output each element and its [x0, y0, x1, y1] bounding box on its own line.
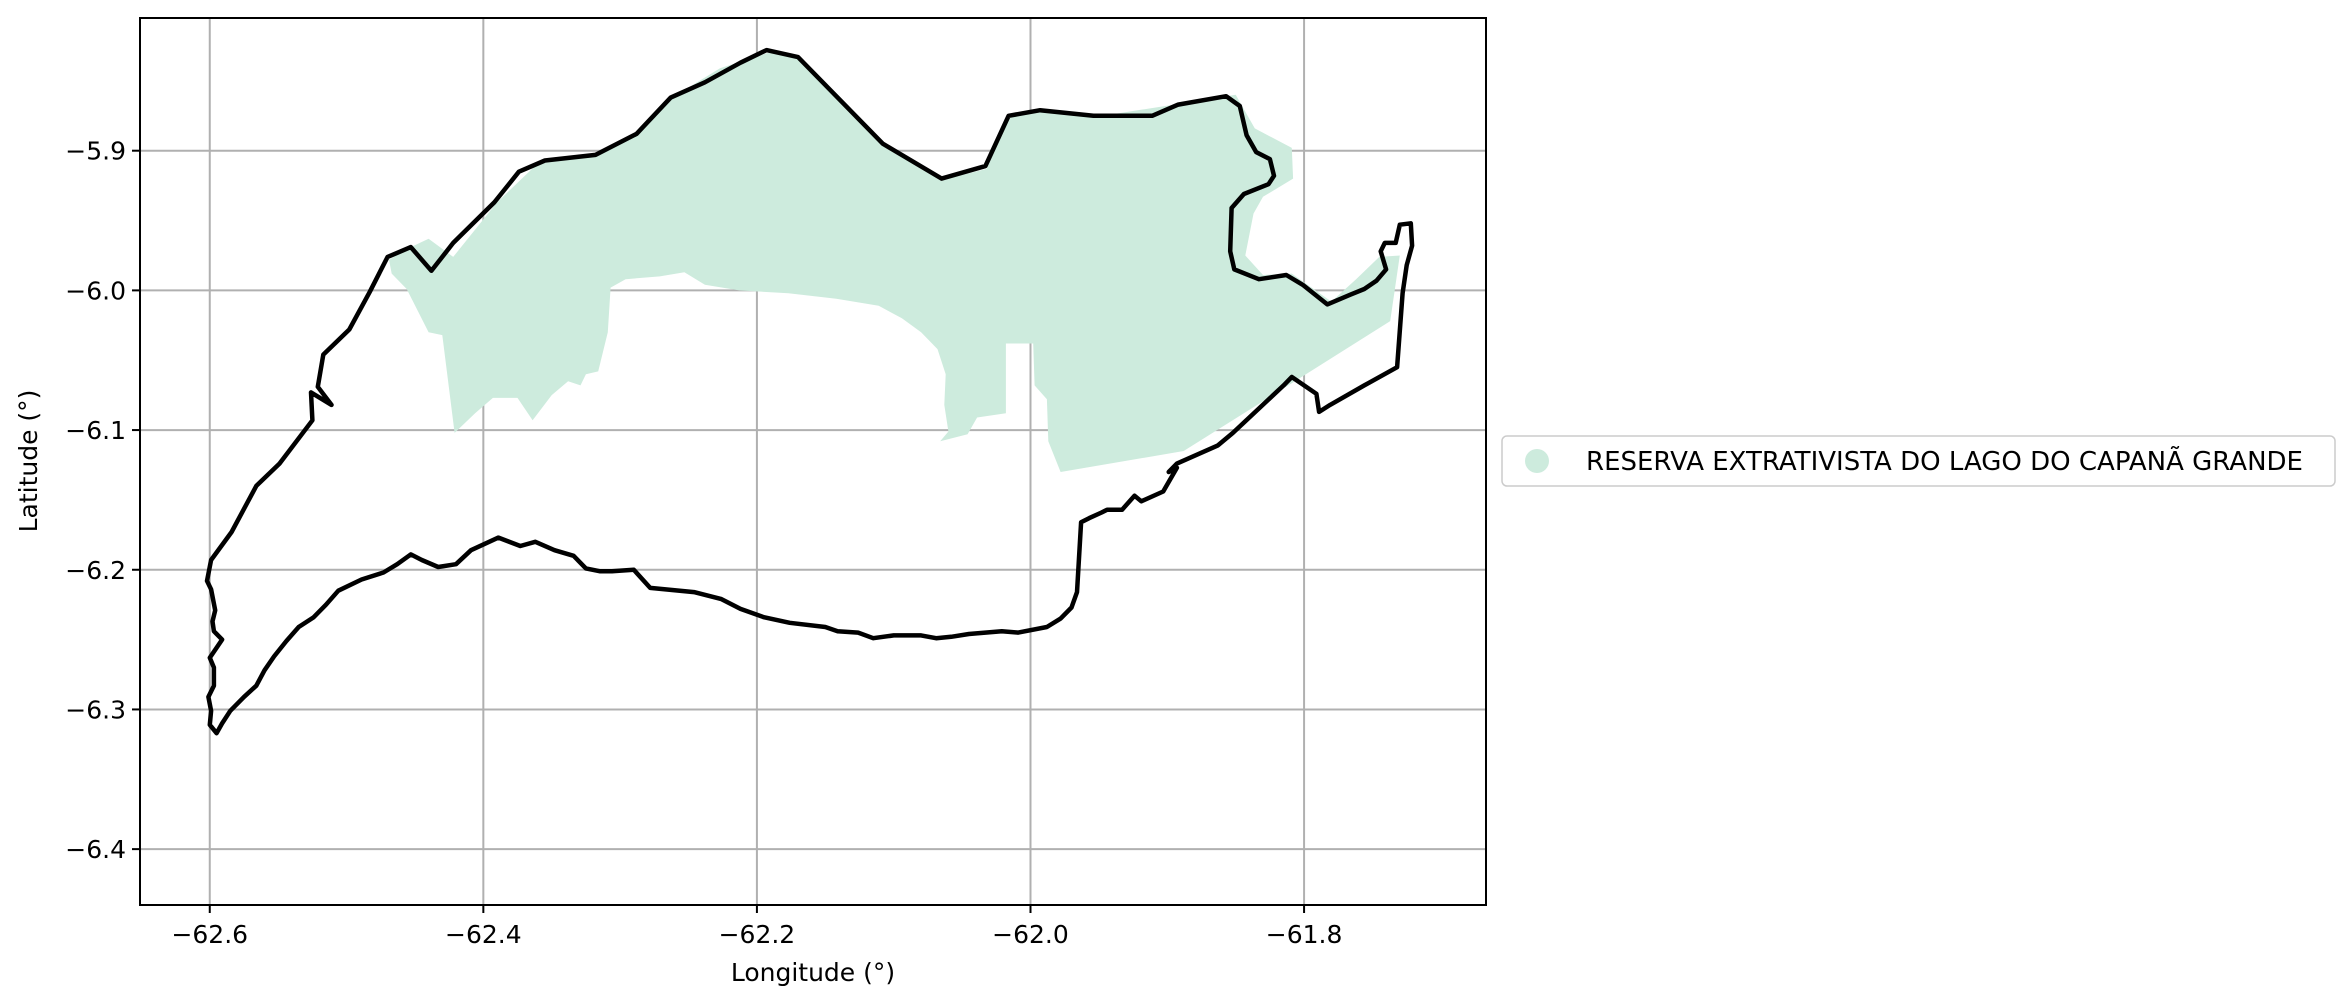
x-tick-label: −61.8: [1266, 920, 1343, 949]
y-axis-title: Latitude (°): [14, 390, 43, 533]
x-tick-label: −62.4: [445, 920, 522, 949]
y-tick-label: −5.9: [65, 137, 126, 166]
x-tick-label: −62.0: [992, 920, 1069, 949]
legend-box: [1501, 435, 2336, 487]
y-tick-label: −6.4: [65, 835, 126, 864]
x-axis-title: Longitude (°): [731, 958, 895, 987]
map-layer: [204, 47, 1415, 736]
x-tick-label: −62.6: [171, 920, 248, 949]
y-tick-label: −6.0: [65, 276, 126, 305]
reserve-fill-area: [389, 52, 1400, 473]
y-ticks: −5.9 −6.0 −6.1 −6.2 −6.3 −6.4: [65, 137, 140, 864]
legend: RESERVA EXTRATIVISTA DO LAGO DO CAPANÃ G…: [1501, 435, 2336, 487]
legend-label: RESERVA EXTRATIVISTA DO LAGO DO CAPANÃ G…: [1586, 445, 2303, 477]
x-ticks: −62.6 −62.4 −62.2 −62.0 −61.8: [171, 905, 1342, 949]
y-tick-label: −6.2: [65, 556, 126, 585]
y-tick-label: −6.3: [65, 695, 126, 724]
x-tick-label: −62.2: [719, 920, 796, 949]
plot-frame: [139, 17, 1487, 906]
reserve-boundary-outline: [204, 47, 1415, 736]
legend-marker: [1525, 449, 1549, 473]
y-tick-label: −6.1: [65, 416, 126, 445]
